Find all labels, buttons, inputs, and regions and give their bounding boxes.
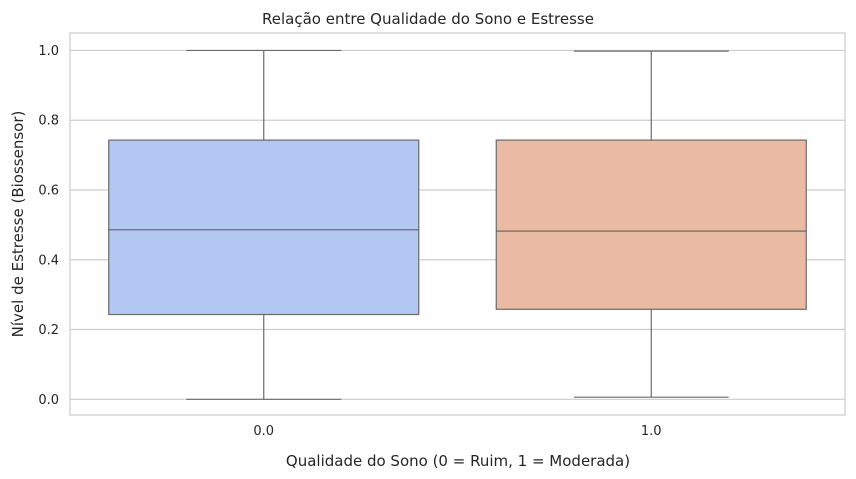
x-tick-labels: 0.0 1.0 [253,424,661,439]
x-tick-label: 0.0 [253,424,274,439]
chart-title: Relação entre Qualidade do Sono e Estres… [262,10,594,28]
y-tick-label: 1.0 [38,44,59,59]
box-0 [108,49,420,400]
y-tick-label: 0.2 [38,323,59,338]
x-tick-label: 1.0 [641,424,662,439]
y-axis-label: Nível de Estresse (Biossensor) [9,111,27,338]
boxes [108,49,807,400]
y-tick-labels: 0.0 0.2 0.4 0.6 0.8 1.0 [38,44,59,408]
y-tick-label: 0.8 [38,114,59,129]
box-iqr [495,139,807,310]
x-axis-label: Qualidade do Sono (0 = Ruim, 1 = Moderad… [286,452,630,470]
y-tick-label: 0.6 [38,183,59,198]
box-1 [495,50,807,398]
y-tick-label: 0.0 [38,393,59,408]
box-iqr [108,139,420,316]
y-tick-label: 0.4 [38,253,59,268]
